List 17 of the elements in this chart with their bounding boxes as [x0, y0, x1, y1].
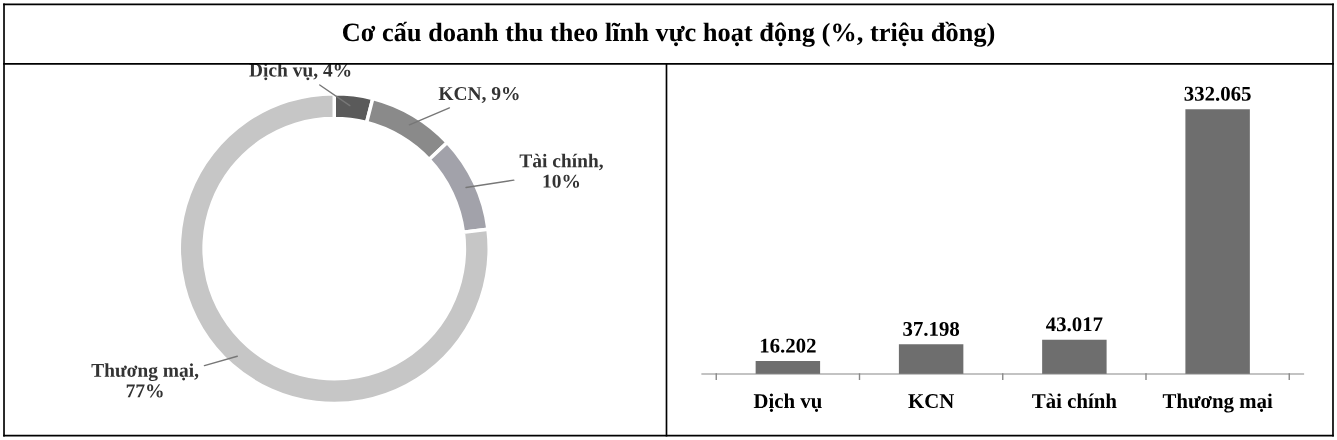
data-label: 37.198	[903, 321, 960, 337]
slice-label: Dịch vụ, 4%	[249, 62, 351, 81]
x-tick-label: KCN	[908, 394, 954, 409]
slice-label: Tài chính, 10%	[519, 153, 603, 188]
data-label: 16.202	[760, 338, 816, 353]
bar	[755, 361, 821, 374]
bar	[1042, 339, 1107, 374]
x-tick-label: Dịch vụ	[753, 393, 822, 412]
data-label: 332.065	[1184, 86, 1251, 101]
bar	[1185, 109, 1250, 374]
slice-label: KCN, 9%	[438, 86, 519, 103]
data-label: 43.017	[1046, 317, 1103, 332]
text: Cơ cấu doanh thu theo lĩnh vực hoạt động (%, triệu đồng)	[342, 21, 995, 47]
x-tick-label: Thương mại	[1162, 393, 1273, 413]
slice-label: Thương mại, 77%	[91, 363, 199, 398]
bar	[898, 344, 964, 374]
x-tick-label: Tài chính	[1032, 393, 1117, 409]
